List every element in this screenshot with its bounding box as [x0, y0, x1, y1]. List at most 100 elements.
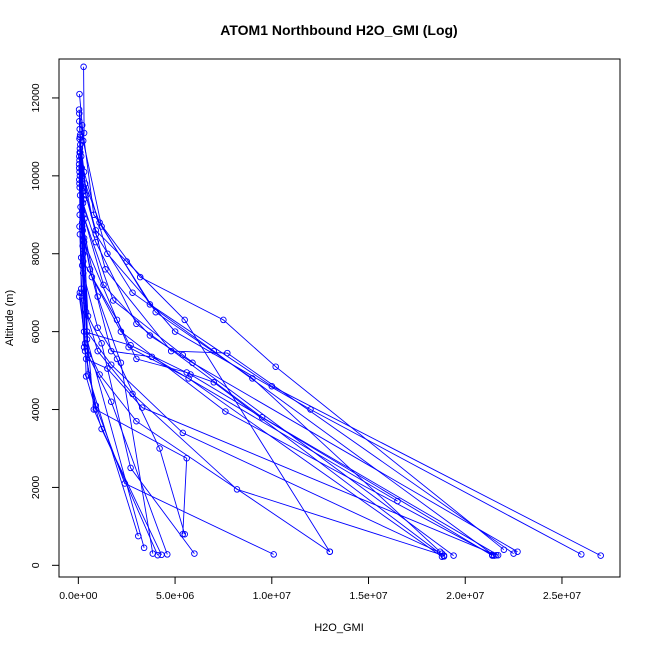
data-point — [86, 266, 94, 273]
chart-title: ATOM1 Northbound H2O_GMI (Log) — [220, 22, 457, 38]
data-point — [133, 355, 140, 363]
x-tick-label: 1.5e+07 — [349, 590, 387, 602]
data-point — [104, 365, 111, 372]
data-point — [121, 480, 129, 487]
data-point — [135, 532, 142, 540]
data-point — [76, 184, 83, 191]
y-tick-label: 6000 — [30, 320, 42, 344]
data-point — [129, 289, 136, 296]
data-point — [75, 106, 83, 113]
data-point — [76, 172, 84, 180]
data-point — [179, 429, 187, 437]
data-point — [102, 266, 109, 273]
data-point — [94, 293, 101, 300]
profile-line — [79, 94, 505, 551]
data-point — [76, 289, 84, 296]
data-point — [76, 110, 83, 117]
data-point — [167, 347, 175, 355]
data-point — [84, 351, 92, 359]
data-point — [500, 546, 508, 553]
data-point — [80, 184, 88, 191]
data-point — [152, 308, 159, 316]
data-point — [94, 324, 101, 331]
x-tick-label: 2.5e+07 — [543, 590, 581, 602]
series-profiles — [75, 63, 604, 560]
data-point — [136, 273, 144, 281]
data-point — [92, 227, 100, 234]
data-point — [79, 258, 87, 265]
data-point — [84, 371, 92, 378]
data-point — [187, 371, 194, 378]
data-point — [75, 160, 83, 168]
data-point — [148, 353, 156, 361]
data-point — [94, 347, 101, 355]
data-point — [597, 552, 604, 559]
data-point — [78, 223, 86, 230]
data-point — [210, 347, 218, 355]
data-point — [140, 544, 148, 552]
profile-line — [79, 138, 445, 557]
data-point — [189, 359, 196, 367]
data-point — [79, 269, 87, 277]
data-point — [489, 552, 496, 559]
data-point — [81, 340, 89, 347]
profile-line — [79, 129, 168, 555]
data-point — [270, 551, 277, 558]
data-point — [492, 551, 500, 559]
data-point — [179, 530, 187, 538]
data-point — [84, 312, 92, 320]
data-point — [80, 129, 88, 137]
data-point — [79, 188, 87, 195]
data-point — [113, 316, 121, 324]
data-point — [183, 369, 190, 376]
data-point — [149, 550, 157, 557]
data-point — [268, 382, 276, 390]
data-point — [438, 553, 446, 560]
plot-frame — [58, 58, 621, 578]
data-point — [77, 153, 85, 160]
data-point — [326, 548, 334, 555]
data-point — [107, 361, 115, 368]
data-point — [179, 351, 187, 359]
y-tick-label: 0 — [30, 562, 42, 568]
profile-line — [80, 206, 443, 555]
data-point — [82, 355, 90, 363]
data-point — [76, 135, 83, 143]
data-point — [138, 404, 146, 411]
data-point — [158, 551, 165, 559]
data-point — [83, 336, 91, 343]
data-point — [104, 250, 111, 257]
data-point — [578, 551, 585, 558]
profile-line — [78, 121, 495, 556]
y-tick-label: 4000 — [30, 398, 42, 422]
data-point — [98, 223, 105, 230]
data-point — [90, 406, 98, 413]
x-tick-label: 0.0e+00 — [59, 590, 97, 602]
data-point — [80, 168, 88, 176]
data-point — [76, 192, 84, 199]
profile-line — [79, 292, 497, 556]
data-point — [133, 417, 140, 425]
data-point — [146, 301, 154, 308]
data-point — [98, 425, 105, 433]
data-point — [76, 131, 84, 139]
y-axis: 0 2000 4000 6000 8000 10000 12000 — [30, 83, 60, 568]
data-point — [258, 414, 266, 421]
data-point — [191, 550, 198, 557]
data-point — [79, 227, 87, 234]
x-tick-label: 2.0e+07 — [446, 590, 484, 602]
data-point — [96, 371, 103, 378]
data-point — [146, 332, 154, 339]
data-point — [78, 207, 86, 215]
x-axis: 0.0e+00 5.0e+06 1.0e+07 1.5e+07 2.0e+07 2.5e+… — [59, 576, 581, 602]
y-tick-label: 12000 — [30, 83, 42, 112]
data-point — [171, 328, 179, 335]
profile-line — [80, 66, 331, 552]
data-point — [514, 548, 521, 555]
data-point — [133, 320, 140, 328]
data-point — [109, 297, 117, 304]
data-point — [80, 343, 88, 351]
y-tick-label: 10000 — [30, 161, 42, 190]
data-point — [80, 328, 88, 335]
data-point — [181, 530, 188, 538]
